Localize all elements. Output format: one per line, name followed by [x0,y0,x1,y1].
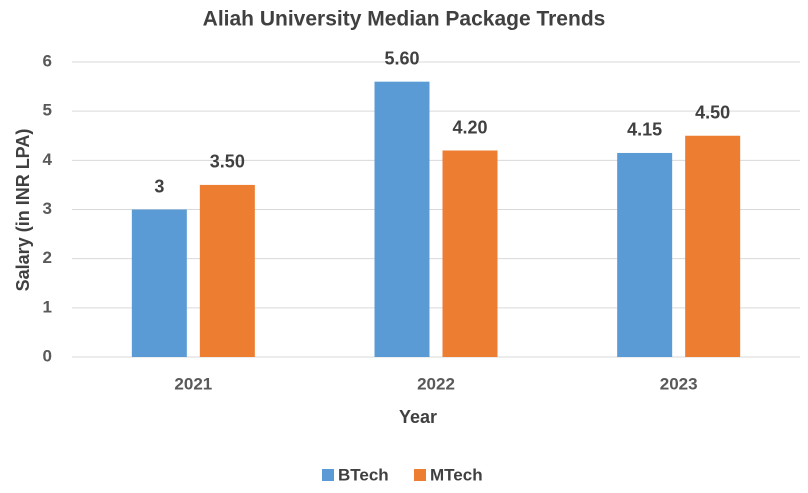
bar [374,81,430,358]
legend-swatch [322,469,334,481]
value-label: 4.20 [452,117,487,137]
x-axis-label: Year [399,407,437,427]
x-tick-label: 2023 [660,374,698,393]
bar [685,135,741,357]
value-label: 5.60 [384,48,419,68]
value-label: 4.15 [627,120,662,140]
bar [131,209,187,357]
y-axis-label: Salary (in INR LPA) [13,129,33,292]
y-tick-label: 0 [43,346,52,365]
legend-label: BTech [338,465,389,484]
value-label: 4.50 [695,103,730,123]
y-tick-label: 1 [43,297,52,316]
y-tick-label: 6 [43,51,52,70]
chart-title: Aliah University Median Package Trends [203,8,606,31]
value-label: 3 [154,176,164,196]
x-tick-label: 2022 [417,374,455,393]
bar [617,152,673,357]
y-tick-label: 2 [43,248,52,267]
legend-label: MTech [430,465,483,484]
legend-swatch [414,469,426,481]
y-tick-label: 5 [43,101,52,120]
bar [442,150,498,357]
value-label: 3.50 [210,152,245,172]
y-tick-label: 4 [43,150,53,169]
y-tick-label: 3 [43,199,52,218]
bar [199,184,255,357]
x-tick-label: 2021 [174,374,212,393]
